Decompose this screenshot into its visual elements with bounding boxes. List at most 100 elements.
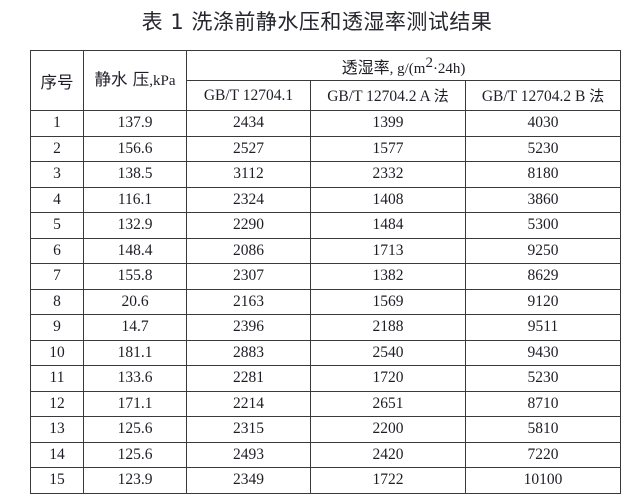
cell-pressure: 132.9 [83,212,187,239]
cell-pressure: 123.9 [83,467,187,494]
header-method3-prefix: GB/T 12704.2 B [481,88,590,105]
cell-method1: 2349 [186,467,311,494]
header-group-unit-suffix: ·24h) [432,60,466,77]
header-hydrostatic-pressure: 静水 压,kPa [83,50,187,111]
cell-pressure: 137.9 [83,110,187,137]
cell-method2: 1399 [310,110,466,137]
cell-pressure: 171.1 [83,390,187,417]
cell-method2: 2420 [310,441,466,468]
cell-method3: 9250 [464,237,622,264]
table-row: 4 116.1 2324 1408 3860 [30,186,622,213]
cell-method3: 9430 [464,339,622,366]
cell-serial: 10 [30,339,84,366]
cell-serial: 9 [30,314,84,341]
cell-method1: 2396 [186,314,311,341]
cell-serial: 7 [30,263,84,290]
table-row: 6 148.4 2086 1713 9250 [30,237,622,264]
cell-pressure: 133.6 [83,365,187,392]
cell-method3: 5300 [464,212,622,239]
cell-serial: 2 [30,135,84,162]
cell-pressure: 155.8 [83,263,187,290]
cell-method1: 2290 [186,212,311,239]
table-row: 13 125.6 2315 2200 5810 [30,416,622,443]
cell-method1: 2324 [186,186,311,213]
cell-method3: 5230 [464,365,622,392]
cell-pressure: 138.5 [83,161,187,188]
table-header: 序号 静水 压,kPa 透湿率, g/(m2·24h) GB/T 12704 [30,50,622,111]
header-group-unit-prefix: , g/(m [389,60,426,77]
cell-method2: 1722 [310,467,466,494]
cell-method1: 2163 [186,288,311,315]
cell-serial: 6 [30,237,84,264]
cell-method1: 2281 [186,365,311,392]
cell-method3: 8629 [464,263,622,290]
table-row: 14 125.6 2493 2420 7220 [30,441,622,468]
header-serial: 序号 [30,50,84,111]
cell-pressure: 20.6 [83,288,187,315]
cell-serial: 4 [30,186,84,213]
header-row-top: 序号 静水 压,kPa 透湿率, g/(m2·24h) [30,50,622,111]
results-table: 序号 静水 压,kPa 透湿率, g/(m2·24h) GB/T 12704 [30,50,622,494]
cell-serial: 3 [30,161,84,188]
header-method-12704-2-b: GB/T 12704.2 B 法 [464,80,622,111]
table-container: 序号 静水 压,kPa 透湿率, g/(m2·24h) GB/T 12704 [30,50,622,494]
header-method2-suffix: 法 [433,87,449,105]
cell-method2: 2651 [310,390,466,417]
cell-method3: 3860 [464,186,622,213]
cell-method2: 1569 [310,288,466,315]
cell-method3: 5230 [464,135,622,162]
cell-method1: 2307 [186,263,311,290]
cell-method1: 2214 [186,390,311,417]
table-row: 15 123.9 2349 1722 10100 [30,467,622,494]
cell-method3: 8710 [464,390,622,417]
cell-pressure: 125.6 [83,441,187,468]
table-row: 9 14.7 2396 2188 9511 [30,314,622,341]
cell-pressure: 116.1 [83,186,187,213]
cell-method1: 2086 [186,237,311,264]
table-row: 3 138.5 3112 2332 8180 [30,161,622,188]
cell-serial: 1 [30,110,84,137]
header-group-label: 透湿率 [341,57,390,77]
cell-serial: 12 [30,390,84,417]
header-pressure-unit: ,kPa [149,73,176,89]
cell-method2: 1382 [310,263,466,290]
cell-method1: 2527 [186,135,311,162]
table-body: 1 137.9 2434 1399 4030 2 156.6 2527 1577… [30,110,622,494]
table-row: 11 133.6 2281 1720 5230 [30,365,622,392]
cell-serial: 11 [30,365,84,392]
cell-method3: 10100 [464,467,622,494]
document-page: 表 1 洗涤前静水压和透湿率测试结果 序号 静水 压,kPa [30,10,622,494]
table-row: 12 171.1 2214 2651 8710 [30,390,622,417]
cell-method3: 8180 [464,161,622,188]
cell-serial: 5 [30,212,84,239]
cell-method3: 7220 [464,441,622,468]
header-pressure-line2: 压 [132,70,150,89]
table-row: 8 20.6 2163 1569 9120 [30,288,622,315]
header-method3-suffix: 法 [589,87,605,105]
table-row: 10 181.1 2883 2540 9430 [30,339,622,366]
cell-method2: 1408 [310,186,466,213]
header-method2-prefix: GB/T 12704.2 A [327,88,434,105]
cell-pressure: 156.6 [83,135,187,162]
header-row-methods: GB/T 12704.1 GB/T 12704.2 A 法 GB/T 12704… [31,80,622,111]
cell-serial: 15 [30,467,84,494]
cell-pressure: 14.7 [83,314,187,341]
table-row: 2 156.6 2527 1577 5230 [30,135,622,162]
cell-method2: 2188 [310,314,466,341]
cell-pressure: 181.1 [83,339,187,366]
cell-method1: 2493 [186,441,311,468]
table-row: 5 132.9 2290 1484 5300 [30,212,622,239]
table-row: 7 155.8 2307 1382 8629 [30,263,622,290]
cell-method2: 1484 [310,212,466,239]
cell-method1: 3112 [186,161,311,188]
cell-serial: 8 [30,288,84,315]
cell-method3: 9120 [464,288,622,315]
cell-serial: 14 [30,441,84,468]
cell-method1: 2434 [186,110,311,137]
cell-method1: 2315 [186,416,311,443]
cell-method3: 4030 [464,110,622,137]
cell-pressure: 125.6 [83,416,187,443]
cell-method3: 5810 [464,416,622,443]
cell-method2: 2200 [310,416,466,443]
cell-method2: 2540 [310,339,466,366]
